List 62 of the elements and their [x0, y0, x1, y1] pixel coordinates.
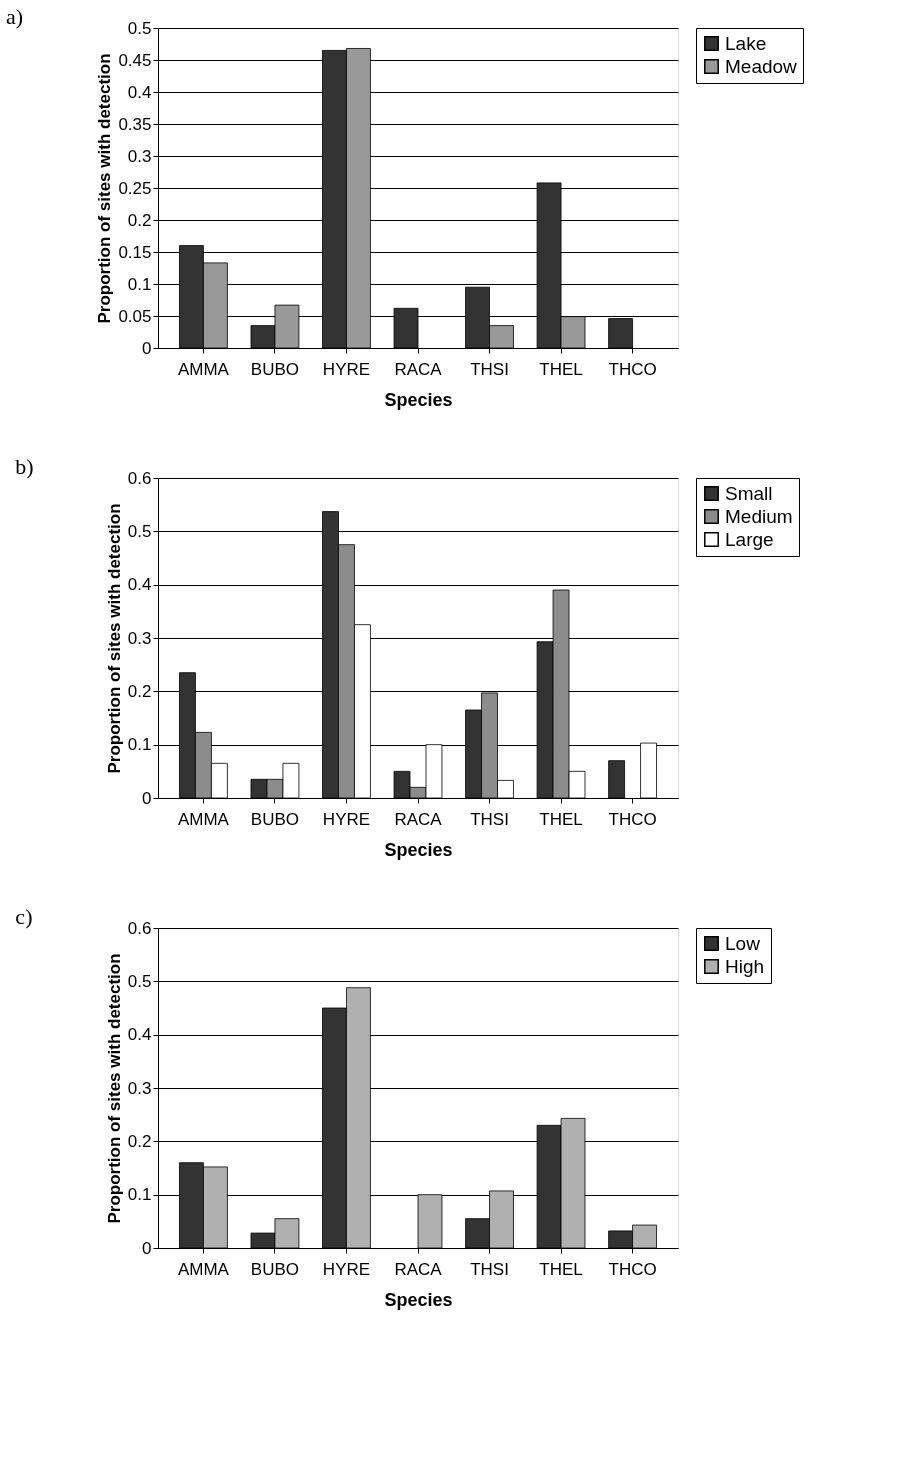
legend-label: Low — [725, 932, 761, 954]
x-tick-label: THCO — [608, 809, 657, 829]
y-tick-label: 0.5 — [127, 18, 152, 38]
x-tick-label: HYRE — [322, 359, 371, 379]
x-tick-label: HYRE — [322, 1259, 371, 1279]
y-tick-label: 0.45 — [118, 50, 152, 70]
y-tick-label: 0.4 — [127, 575, 152, 595]
chart-title: c) — [15, 904, 33, 929]
chart-title: a) — [5, 4, 24, 29]
y-tick-label: 0.3 — [127, 1078, 152, 1098]
x-tick-label: THEL — [539, 809, 583, 829]
y-tick-label: 0.4 — [127, 1025, 152, 1045]
y-tick-label: 0.1 — [127, 735, 152, 755]
x-axis-title: Species — [384, 1289, 453, 1310]
y-tick-label: 0.1 — [127, 1185, 152, 1205]
y-tick-label: 0.15 — [118, 242, 152, 262]
y-tick-label: 0 — [142, 788, 152, 808]
x-tick-label: THEL — [539, 359, 583, 379]
x-tick-label: HYRE — [322, 809, 371, 829]
y-tick-label: 0.5 — [127, 971, 152, 991]
y-axis-title: Proportion of sites with detection — [104, 953, 124, 1224]
y-tick-label: 0.1 — [127, 274, 152, 294]
x-tick-label: RACA — [394, 1259, 443, 1279]
x-tick-label: THSI — [470, 1259, 509, 1279]
legend-label: Large — [725, 528, 774, 550]
x-axis-title: Species — [384, 389, 453, 410]
x-tick-label: AMMA — [177, 809, 230, 829]
x-tick-label: THCO — [608, 359, 657, 379]
y-tick-label: 0.4 — [127, 82, 152, 102]
x-tick-label: BUBO — [250, 359, 300, 379]
x-tick-label: BUBO — [250, 1259, 300, 1279]
y-tick-label: 0.2 — [127, 1131, 152, 1151]
y-tick-label: 0.5 — [127, 521, 152, 541]
y-tick-label: 0.05 — [118, 306, 152, 326]
y-tick-label: 0.25 — [118, 178, 152, 198]
legend-label: High — [725, 955, 765, 977]
x-tick-label: RACA — [394, 809, 443, 829]
legend-label: Lake — [725, 32, 767, 54]
x-tick-label: THCO — [608, 1259, 657, 1279]
x-tick-label: AMMA — [177, 359, 230, 379]
x-axis-title: Species — [384, 839, 453, 860]
x-tick-label: BUBO — [250, 809, 300, 829]
x-tick-label: AMMA — [177, 1259, 230, 1279]
y-tick-label: 0.3 — [127, 628, 152, 648]
y-axis-title: Proportion of sites with detection — [95, 53, 115, 324]
y-tick-label: 0.6 — [127, 918, 152, 938]
y-tick-label: 0 — [142, 1238, 152, 1258]
y-tick-label: 0.6 — [127, 468, 152, 488]
y-tick-label: 0.3 — [127, 146, 152, 166]
y-tick-label: 0.35 — [118, 114, 152, 134]
chart-title: b) — [15, 454, 34, 479]
legend-label: Medium — [725, 505, 793, 527]
y-tick-label: 0.2 — [127, 210, 152, 230]
x-tick-label: THSI — [470, 809, 509, 829]
x-tick-label: THEL — [539, 1259, 583, 1279]
y-tick-label: 0.2 — [127, 681, 152, 701]
legend-label: Small — [725, 482, 773, 504]
y-axis-title: Proportion of sites with detection — [104, 503, 124, 774]
legend-label: Meadow — [725, 55, 798, 77]
y-tick-label: 0 — [142, 338, 152, 358]
x-tick-label: THSI — [470, 359, 509, 379]
x-tick-label: RACA — [394, 359, 443, 379]
